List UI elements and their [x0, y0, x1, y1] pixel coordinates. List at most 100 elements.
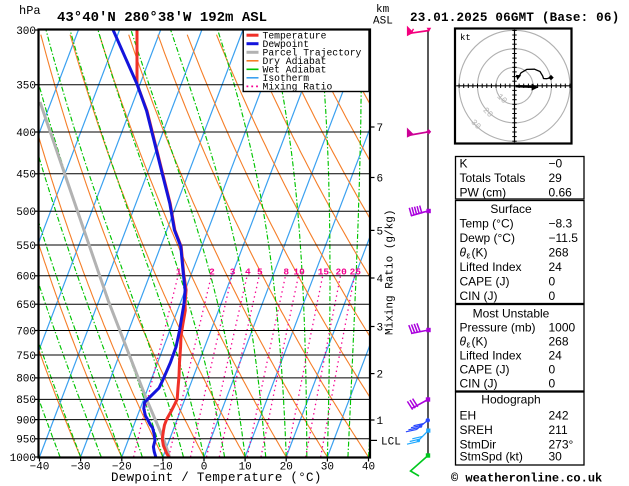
svg-text:−20: −20: [112, 462, 132, 474]
svg-text:Temperature: Temperature: [263, 30, 327, 41]
svg-text:800: 800: [16, 374, 36, 386]
svg-text:3: 3: [377, 323, 384, 335]
svg-text:K: K: [460, 157, 468, 171]
svg-text:550: 550: [16, 241, 36, 253]
svg-text:10: 10: [293, 267, 305, 278]
svg-text:950: 950: [16, 435, 36, 447]
svg-text:700: 700: [16, 326, 36, 338]
svg-text:Dewpoint: Dewpoint: [263, 39, 310, 50]
svg-text:450: 450: [16, 170, 36, 182]
svg-text:4: 4: [377, 274, 384, 286]
svg-text:ASL: ASL: [373, 16, 393, 28]
svg-text:(K): (K): [472, 335, 488, 349]
svg-text:242: 242: [549, 409, 569, 423]
svg-text:43°40'N 280°38'W 192m ASL: 43°40'N 280°38'W 192m ASL: [57, 10, 267, 26]
svg-text:−11.5: −11.5: [549, 231, 579, 245]
svg-text:24: 24: [549, 349, 563, 363]
svg-text:2: 2: [209, 267, 215, 278]
svg-text:CAPE (J): CAPE (J): [460, 363, 510, 377]
svg-text:6: 6: [377, 174, 384, 186]
svg-text:2: 2: [377, 370, 384, 382]
svg-text:© weatheronline.co.uk: © weatheronline.co.uk: [451, 472, 602, 486]
svg-text:650: 650: [16, 300, 36, 312]
svg-text:CAPE (J): CAPE (J): [460, 275, 510, 289]
svg-text:Wet Adiabat: Wet Adiabat: [263, 65, 327, 76]
svg-text:30: 30: [321, 462, 334, 474]
svg-text:SREH: SREH: [460, 423, 493, 437]
svg-text:Totals Totals: Totals Totals: [460, 171, 526, 185]
svg-text:300: 300: [16, 26, 36, 38]
svg-text:500: 500: [16, 207, 36, 219]
svg-text:10: 10: [238, 462, 251, 474]
svg-text:LCL: LCL: [381, 436, 401, 448]
svg-text:40: 40: [362, 462, 375, 474]
svg-text:4: 4: [245, 267, 251, 278]
svg-text:30: 30: [549, 450, 563, 464]
svg-text:−40: −40: [30, 462, 50, 474]
svg-text:1: 1: [176, 267, 182, 278]
svg-text:1000: 1000: [549, 321, 576, 335]
svg-text:ε: ε: [467, 340, 471, 350]
svg-text:0: 0: [549, 275, 556, 289]
svg-text:850: 850: [16, 395, 36, 407]
svg-text:Temp (°C): Temp (°C): [460, 217, 514, 231]
svg-text:CIN (J): CIN (J): [460, 289, 498, 303]
svg-text:StmSpd (kt): StmSpd (kt): [460, 450, 523, 464]
svg-text:25: 25: [350, 267, 362, 278]
svg-text:600: 600: [16, 272, 36, 284]
svg-text:EH: EH: [460, 409, 477, 423]
svg-text:Dry Adiabat: Dry Adiabat: [263, 56, 327, 67]
svg-text:km: km: [376, 4, 390, 16]
svg-text:Dewp (°C): Dewp (°C): [460, 231, 515, 245]
svg-text:ε: ε: [467, 251, 471, 261]
svg-text:5: 5: [377, 226, 384, 238]
svg-text:Isotherm: Isotherm: [263, 73, 310, 84]
svg-text:Lifted Index: Lifted Index: [460, 260, 522, 274]
svg-text:Hodograph: Hodograph: [481, 393, 540, 407]
svg-text:StmDir: StmDir: [460, 438, 497, 452]
svg-text:PW (cm): PW (cm): [460, 186, 507, 200]
svg-text:0: 0: [201, 462, 208, 474]
svg-text:−30: −30: [71, 462, 91, 474]
svg-text:8: 8: [283, 267, 289, 278]
svg-text:20: 20: [280, 462, 293, 474]
svg-text:−8.3: −8.3: [549, 217, 573, 231]
svg-text:0.66: 0.66: [549, 186, 573, 200]
svg-text:Most Unstable: Most Unstable: [473, 307, 550, 321]
svg-text:3: 3: [230, 267, 236, 278]
svg-text:273°: 273°: [549, 438, 574, 452]
svg-text:−10: −10: [153, 462, 173, 474]
svg-text:CIN (J): CIN (J): [460, 377, 498, 391]
svg-text:−0: −0: [549, 157, 563, 171]
svg-text:θ: θ: [460, 246, 467, 260]
svg-text:268: 268: [549, 335, 569, 349]
svg-text:400: 400: [16, 128, 36, 140]
svg-text:24: 24: [549, 260, 563, 274]
svg-text:0: 0: [549, 377, 556, 391]
svg-text:Pressure (mb): Pressure (mb): [460, 321, 536, 335]
svg-text:23.01.2025 06GMT (Base: 06): 23.01.2025 06GMT (Base: 06): [410, 11, 619, 25]
svg-text:0: 0: [549, 289, 556, 303]
svg-text:350: 350: [16, 81, 36, 93]
svg-text:29: 29: [549, 171, 563, 185]
svg-text:1: 1: [377, 416, 384, 428]
svg-text:hPa: hPa: [19, 4, 41, 18]
svg-text:900: 900: [16, 415, 36, 427]
svg-text:0: 0: [549, 363, 556, 377]
svg-text:Parcel Trajectory: Parcel Trajectory: [263, 48, 362, 59]
svg-text:15: 15: [318, 267, 330, 278]
svg-text:20: 20: [335, 267, 347, 278]
svg-text:211: 211: [549, 423, 568, 437]
svg-text:Dewpoint / Temperature (°C): Dewpoint / Temperature (°C): [111, 471, 322, 485]
svg-text:Surface: Surface: [490, 202, 532, 216]
svg-text:Lifted Index: Lifted Index: [460, 349, 522, 363]
svg-text:7: 7: [377, 123, 384, 135]
svg-text:1000: 1000: [10, 453, 36, 465]
svg-text:(K): (K): [472, 246, 488, 260]
svg-text:750: 750: [16, 351, 36, 363]
svg-text:5: 5: [257, 267, 263, 278]
svg-text:268: 268: [549, 246, 569, 260]
svg-text:Mixing Ratio: Mixing Ratio: [263, 82, 333, 93]
svg-text:Mixing Ratio (g/kg): Mixing Ratio (g/kg): [385, 210, 397, 335]
svg-text:kt: kt: [460, 33, 471, 43]
